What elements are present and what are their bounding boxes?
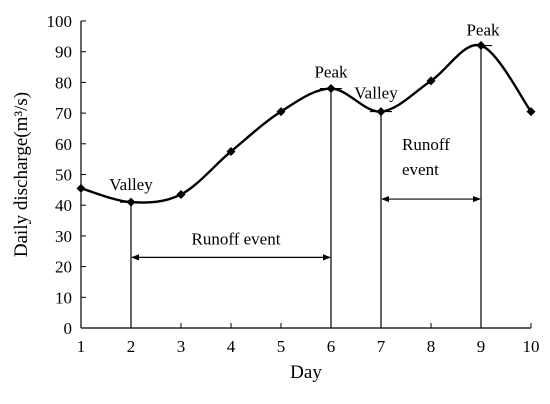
x-tick-label: 1	[77, 337, 86, 356]
x-tick-label: 6	[327, 337, 336, 356]
y-tick-label: 30	[55, 227, 72, 246]
data-point	[426, 76, 436, 86]
y-tick-label: 40	[55, 196, 72, 215]
annotation-label: Peak	[314, 63, 348, 82]
y-tick-label: 0	[64, 319, 73, 338]
series-line	[80, 43, 532, 204]
series-discharge	[76, 41, 536, 207]
y-tick-label: 70	[55, 104, 72, 123]
data-point	[126, 197, 136, 207]
annotation-label: Valley	[109, 175, 153, 194]
runoff-event-label: Runoff event	[192, 229, 281, 248]
x-tick-label: 7	[377, 337, 386, 356]
x-tick-label: 5	[277, 337, 286, 356]
x-tick-label: 10	[523, 337, 540, 356]
axes: 0 10 20 30 40 50 60 70 80 90 100 1 2 3 4 5 6 7 8 9 10	[47, 12, 540, 356]
y-tick-label: 50	[55, 166, 72, 185]
x-tick-label: 3	[177, 337, 186, 356]
data-point	[376, 107, 386, 117]
y-axis-title: Daily discharge(m³/s)	[11, 92, 32, 257]
y-tick-label: 10	[55, 288, 72, 307]
y-tick-label: 20	[55, 258, 72, 277]
runoff-event-label-line: Runoff	[402, 135, 450, 154]
data-point	[176, 189, 186, 199]
y-tick-label: 60	[55, 135, 72, 154]
annotations: Valley Peak Valley Peak Runoff event Runoff ev…	[109, 21, 500, 249]
annotation-label: Valley	[354, 84, 398, 103]
annotation-label: Peak	[466, 21, 500, 40]
y-tick-label: 80	[55, 73, 72, 92]
x-tick-label: 2	[127, 337, 136, 356]
data-point	[326, 84, 336, 94]
runoff-event-label-line: event	[402, 160, 439, 179]
data-point	[526, 107, 536, 117]
data-point	[476, 41, 486, 51]
x-axis-title: Day	[290, 362, 322, 383]
x-tick-label: 9	[477, 337, 486, 356]
data-point	[76, 183, 86, 193]
x-tick-label: 8	[427, 337, 436, 356]
runoff-event-markers	[120, 44, 492, 328]
y-tick-label: 90	[55, 43, 72, 62]
x-tick-label: 4	[227, 337, 236, 356]
data-point	[276, 107, 286, 117]
data-point	[226, 146, 236, 156]
y-tick-label: 100	[47, 12, 73, 31]
